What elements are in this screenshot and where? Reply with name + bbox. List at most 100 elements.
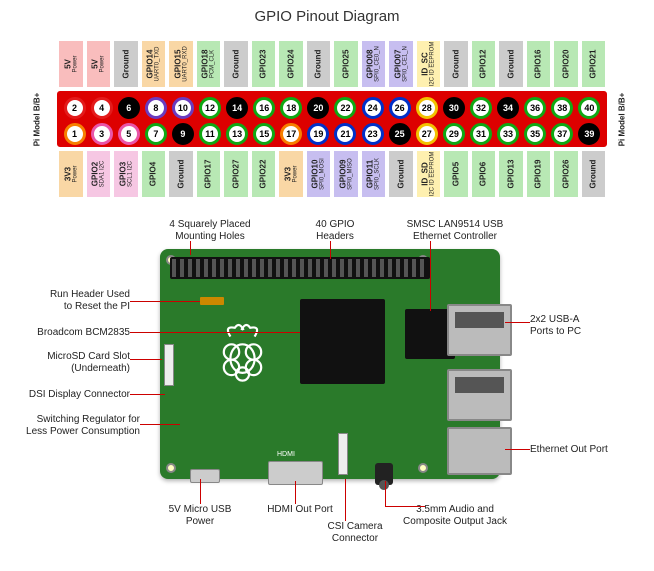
- pin-cell: 6: [115, 95, 142, 121]
- leader: [430, 241, 431, 311]
- pin-label: GPIO14UART0_TXD: [140, 31, 168, 87]
- pin-cell: 18: [278, 95, 305, 121]
- pin-label: Ground: [222, 31, 250, 87]
- pin-label: GPIO4: [140, 151, 168, 207]
- pin-cell: 21: [332, 121, 359, 147]
- usb-port-2: [447, 369, 512, 421]
- pin-35: 35: [524, 123, 546, 145]
- pin-14: 14: [226, 97, 248, 119]
- pin-cell: 39: [576, 121, 603, 147]
- leader: [505, 322, 530, 323]
- board-diagram: Run Header Usedto Reset the PI Broadcom …: [0, 219, 654, 549]
- pin-cell: 38: [549, 95, 576, 121]
- pin-23: 23: [362, 123, 384, 145]
- pin-label: GPIO23: [250, 31, 278, 87]
- pin-cell: 14: [224, 95, 251, 121]
- pcb-board: [160, 249, 500, 479]
- gpio-header: [170, 257, 430, 279]
- pin-cell: 3: [88, 121, 115, 147]
- pin-label: GPIO07SPI0_CE1_N: [387, 31, 415, 87]
- callout-gpio-headers: 40 GPIOHeaders: [300, 219, 370, 242]
- pin-20: 20: [307, 97, 329, 119]
- pin-label: GPIO15UART0_RXD: [167, 31, 195, 87]
- pin-cell: 20: [305, 95, 332, 121]
- pin-29: 29: [443, 123, 465, 145]
- model-label-left: Pi Model B/B+: [17, 93, 57, 145]
- pin-label: GPIO19: [525, 151, 553, 207]
- csi-connector: [338, 433, 348, 475]
- diagram-title: GPIO Pinout Diagram: [0, 0, 654, 31]
- pin-label: GPIO6: [470, 151, 498, 207]
- pin-label: GPIO18PCM_CLK: [195, 31, 223, 87]
- pin-38: 38: [551, 97, 573, 119]
- pin-label: GPIO17: [195, 151, 223, 207]
- pin-row-bottom: 13579111315171921232527293133353739: [61, 121, 603, 147]
- callout-lan-chip: SMSC LAN9514 USBEthernet Controller: [390, 219, 520, 242]
- pin-label: Ground: [387, 151, 415, 207]
- pin-label: GPIO20: [552, 31, 580, 87]
- pin-cell: 22: [332, 95, 359, 121]
- pin-label: Ground: [580, 151, 608, 207]
- pin-cell: 12: [196, 95, 223, 121]
- pin-cell: 10: [169, 95, 196, 121]
- pin-cell: 17: [278, 121, 305, 147]
- dsi-connector: [164, 344, 174, 386]
- pin-24: 24: [362, 97, 384, 119]
- pin-label: GPIO27: [222, 151, 250, 207]
- pin-12: 12: [199, 97, 221, 119]
- pin-31: 31: [470, 123, 492, 145]
- pin-label: 5VPower: [85, 31, 113, 87]
- pin-cell: 32: [467, 95, 494, 121]
- pin-label: 3V3Power: [277, 151, 305, 207]
- pin-40: 40: [578, 97, 600, 119]
- pin-36: 36: [524, 97, 546, 119]
- pin-17: 17: [280, 123, 302, 145]
- callout-csi: CSI CameraConnector: [310, 521, 400, 544]
- pin-39: 39: [578, 123, 600, 145]
- pin-cell: 2: [61, 95, 88, 121]
- pin-22: 22: [334, 97, 356, 119]
- pin-cell: 15: [251, 121, 278, 147]
- usb-port-1: [447, 304, 512, 356]
- pin-cell: 31: [467, 121, 494, 147]
- pin-cell: 40: [576, 95, 603, 121]
- pin-33: 33: [497, 123, 519, 145]
- pin-18: 18: [280, 97, 302, 119]
- audio-jack: [375, 463, 393, 485]
- pin-34: 34: [497, 97, 519, 119]
- pin-label: GPIO11SPI0_SCLK: [360, 151, 388, 207]
- leader: [190, 241, 191, 255]
- leader: [130, 332, 300, 333]
- mounting-hole: [166, 463, 176, 473]
- micro-usb-port: [190, 469, 220, 483]
- pin-8: 8: [145, 97, 167, 119]
- bottom-labels-row: 3V3PowerGPIO2SDA1 I2CGPIO3SCL1 I2CGPIO4G…: [57, 151, 607, 207]
- pin-label: Ground: [442, 31, 470, 87]
- pin-label: Ground: [305, 31, 333, 87]
- callout-microsd: MicroSD Card Slot(Underneath): [0, 351, 130, 374]
- callout-run-header: Run Header Usedto Reset the PI: [0, 289, 130, 312]
- gpio-pinout: 5VPower5VPowerGroundGPIO14UART0_TXDGPIO1…: [17, 31, 637, 207]
- broadcom-chip: [300, 299, 385, 384]
- pin-6: 6: [118, 97, 140, 119]
- pin-box: 246810121416182022242628303234363840 135…: [57, 91, 607, 147]
- callout-ethernet: Ethernet Out Port: [530, 444, 640, 456]
- pin-cell: 9: [169, 121, 196, 147]
- pin-cell: 11: [196, 121, 223, 147]
- pin-label: GPIO13: [497, 151, 525, 207]
- pin-cell: 1: [61, 121, 88, 147]
- pin-label: GPIO22: [250, 151, 278, 207]
- pin-row-top: 246810121416182022242628303234363840: [61, 95, 603, 121]
- pin-label: ID_SDI2C ID EEPROM: [415, 151, 443, 207]
- pin-cell: 4: [88, 95, 115, 121]
- pin-5: 5: [118, 123, 140, 145]
- pin-label: Ground: [112, 31, 140, 87]
- leader: [140, 424, 180, 425]
- pin-19: 19: [307, 123, 329, 145]
- pin-header-strip: Pi Model B/B+ 24681012141618202224262830…: [17, 89, 637, 149]
- pin-7: 7: [145, 123, 167, 145]
- pin-cell: 19: [305, 121, 332, 147]
- pin-cell: 26: [386, 95, 413, 121]
- pin-11: 11: [199, 123, 221, 145]
- pin-cell: 34: [495, 95, 522, 121]
